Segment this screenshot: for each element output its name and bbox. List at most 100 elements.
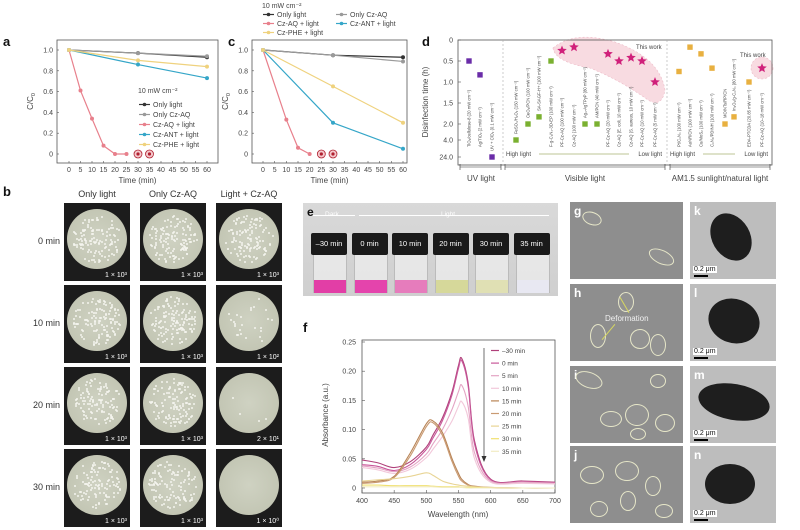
bacterium-outline <box>625 404 649 426</box>
colony <box>172 506 175 509</box>
data-point <box>331 120 335 125</box>
colony <box>110 219 113 222</box>
colony <box>240 315 243 318</box>
vial-solution <box>516 280 549 293</box>
colony <box>117 328 119 331</box>
petri-dish-photo: 1 × 10³ <box>140 367 206 445</box>
point-label: AM/PCN (40 mW cm⁻²) <box>595 74 600 118</box>
colony <box>165 299 167 302</box>
colony <box>108 312 111 315</box>
colony <box>93 492 96 495</box>
colony <box>97 218 100 221</box>
colony <box>101 410 104 413</box>
y-tick-label: 4.0 <box>443 138 453 145</box>
colony <box>159 464 162 467</box>
colony <box>162 421 165 424</box>
colony <box>110 306 113 309</box>
square-marker <box>525 121 531 127</box>
colony <box>255 217 258 220</box>
colony <box>112 495 115 498</box>
colony <box>169 252 172 255</box>
colony <box>113 314 116 317</box>
colony <box>271 234 274 237</box>
colony <box>166 470 169 472</box>
colony <box>167 396 170 399</box>
colony <box>89 240 92 243</box>
spectrum-line <box>361 486 555 489</box>
legend-swatch-marker <box>142 142 147 147</box>
colony <box>188 472 191 475</box>
colony <box>79 308 82 311</box>
colony <box>181 243 184 246</box>
colony <box>158 239 161 242</box>
colony <box>109 301 112 304</box>
colony <box>73 318 76 321</box>
colony <box>83 229 86 232</box>
colony <box>180 391 182 394</box>
colony <box>93 312 95 315</box>
data-point <box>401 55 405 60</box>
agar-plate <box>143 455 203 515</box>
point-label: AuNR/CN (100 mW cm⁻²) <box>688 98 693 147</box>
plate-row-label: 30 min <box>32 482 60 492</box>
this-work-star-marker <box>757 63 767 73</box>
colony <box>227 312 230 315</box>
panel-label-l: l <box>694 286 698 300</box>
colony <box>178 388 181 391</box>
y-tick-label: 0 <box>352 486 356 493</box>
colony <box>107 401 110 404</box>
colony <box>172 239 175 242</box>
colony <box>162 243 164 246</box>
colony <box>109 321 112 324</box>
scale-bar <box>694 519 708 521</box>
series-line <box>68 49 127 155</box>
colony <box>183 239 186 241</box>
colony <box>158 257 161 260</box>
x-tick-label: 30 <box>134 167 142 174</box>
colony <box>193 315 196 318</box>
colony <box>232 220 235 223</box>
colony <box>79 407 82 410</box>
colony <box>116 482 119 485</box>
legend-swatch-marker <box>339 21 344 26</box>
colony <box>73 231 76 234</box>
colony <box>189 416 192 419</box>
colony <box>171 215 174 218</box>
colony <box>261 231 264 234</box>
colony <box>186 224 189 227</box>
bacterium-outline <box>655 504 673 518</box>
colony <box>166 299 168 301</box>
colony <box>264 253 267 255</box>
colony <box>183 467 186 470</box>
colony <box>160 386 163 389</box>
colony <box>106 333 109 336</box>
colony <box>265 250 268 253</box>
colony <box>256 237 259 240</box>
colony <box>178 328 180 331</box>
colony <box>174 255 177 258</box>
vial-glass <box>313 255 347 293</box>
colony <box>193 233 195 236</box>
colony <box>244 231 247 234</box>
colony <box>175 311 177 314</box>
colony <box>81 221 84 224</box>
x-tick-label: 55 <box>387 167 395 174</box>
colony <box>165 310 168 313</box>
this-work-star-marker <box>603 48 613 58</box>
colony <box>232 397 235 400</box>
petri-dish-photo: 1 × 10² <box>216 285 282 363</box>
colony <box>99 316 102 319</box>
colony <box>253 256 256 259</box>
colony <box>164 483 166 486</box>
colony <box>175 408 178 411</box>
x-tick-label: 600 <box>485 498 497 505</box>
colony <box>251 261 254 264</box>
legend-swatch-marker <box>142 112 147 117</box>
colony <box>117 229 120 232</box>
group-label: UV light <box>467 174 496 183</box>
colony <box>190 233 193 236</box>
colony <box>184 385 187 388</box>
data-point <box>401 120 405 125</box>
colony <box>118 481 121 484</box>
panel-label-k: k <box>694 204 701 218</box>
